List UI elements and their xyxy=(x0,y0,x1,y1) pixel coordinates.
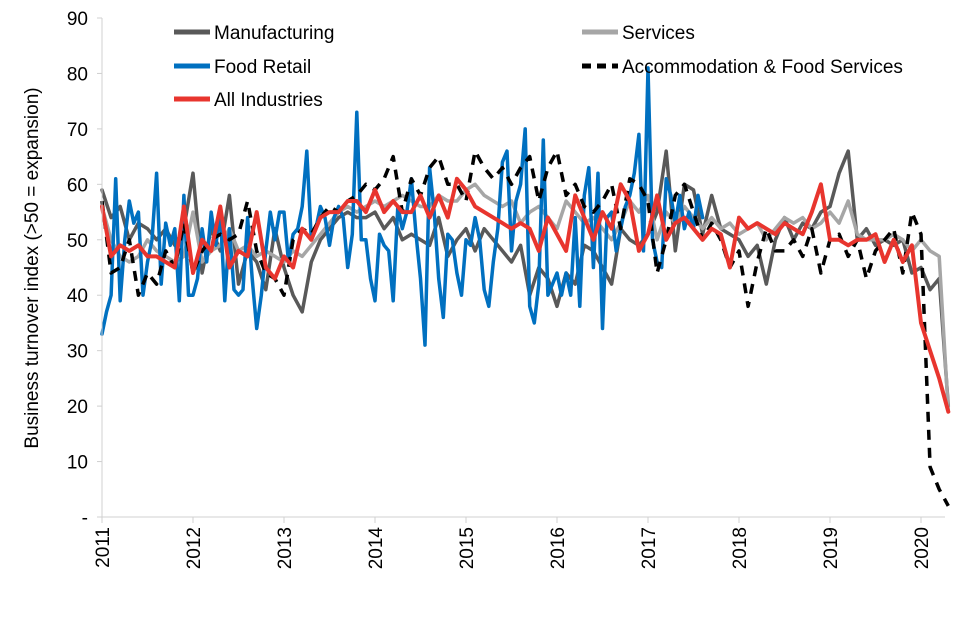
plot-area xyxy=(100,66,951,507)
series-line-services xyxy=(100,182,951,414)
y-tick-label: 50 xyxy=(67,231,88,252)
y-tick-label: 60 xyxy=(67,175,88,196)
y-tick-label: 20 xyxy=(67,397,88,418)
series-line-all-industries xyxy=(100,176,951,414)
x-tick-label: 2013 xyxy=(275,527,296,569)
y-tick-label: 10 xyxy=(67,453,88,474)
legend-label: All Industries xyxy=(214,90,323,111)
y-tick-label: - xyxy=(82,508,88,529)
x-tick-label: 2016 xyxy=(548,527,569,569)
y-axis-title: Business turnover index (>50 = expansion… xyxy=(22,87,43,448)
x-tick-label: 2012 xyxy=(184,527,205,569)
x-tick-label: 2011 xyxy=(93,527,114,568)
y-tick-label: 70 xyxy=(67,120,88,141)
x-tick-label: 2018 xyxy=(730,527,751,569)
y-tick-label: 80 xyxy=(67,64,88,85)
legend: Manufacturing Services Food Retail Accommod… xyxy=(174,23,903,111)
series-line-food-retail xyxy=(100,66,705,347)
legend-label: Services xyxy=(622,23,695,44)
legend-label: Food Retail xyxy=(214,57,311,78)
x-tick-label: 2020 xyxy=(912,527,933,569)
y-tick-label: 30 xyxy=(67,342,88,363)
x-tick-label: 2015 xyxy=(457,527,478,569)
series-line-accommodation-food-services xyxy=(100,149,950,507)
y-tick-label: 90 xyxy=(67,9,88,30)
x-tick-label: 2017 xyxy=(639,527,660,569)
legend-label: Accommodation & Food Services xyxy=(622,57,903,78)
x-tick-label: 2014 xyxy=(366,527,387,570)
y-tick-label: 40 xyxy=(67,286,88,307)
legend-label: Manufacturing xyxy=(214,23,334,44)
x-tick-label: 2019 xyxy=(821,527,842,569)
axes: - 10 20 30 40 50 60 70 80 90 2011 2012 2013 2014 2015 2… xyxy=(67,9,945,569)
